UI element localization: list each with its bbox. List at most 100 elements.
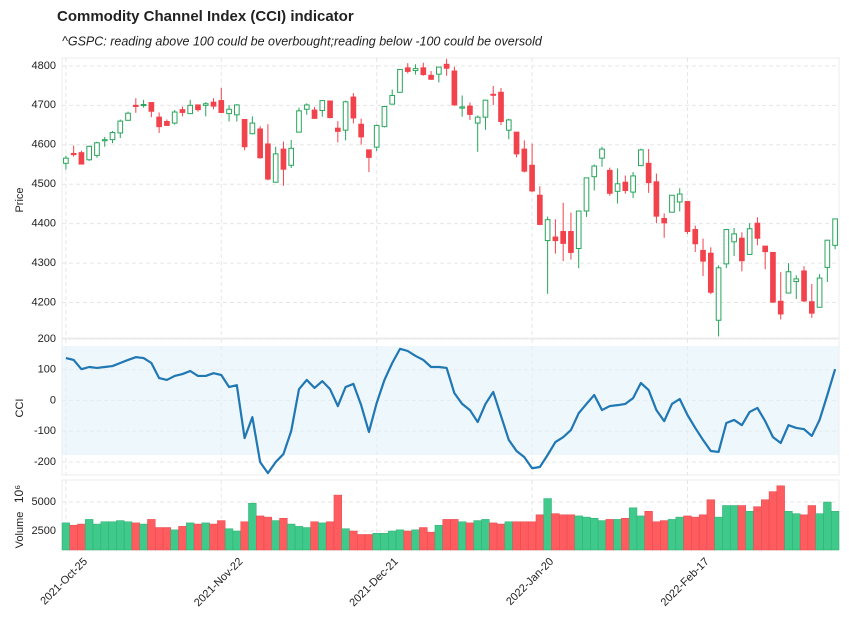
volume-bar <box>776 485 785 551</box>
volume-bar <box>380 533 389 551</box>
volume-bar <box>131 522 140 551</box>
candle-body <box>622 181 629 192</box>
volume-bar <box>621 517 630 551</box>
volume-bar <box>341 528 350 551</box>
candle-body <box>801 270 807 302</box>
volume-bar <box>248 502 257 551</box>
candle-body <box>303 104 310 110</box>
volume-bar <box>240 521 249 551</box>
volume-bar <box>628 507 638 551</box>
volume-bar <box>209 523 218 551</box>
candle-body <box>420 67 427 76</box>
candle-body <box>505 119 512 131</box>
volume-bar <box>279 517 288 551</box>
candle-body <box>319 100 326 111</box>
volume-bar <box>100 521 109 551</box>
candle-body <box>366 149 372 158</box>
volume-bar <box>613 519 622 551</box>
volume-bar <box>325 521 335 551</box>
volume-bar <box>745 511 754 551</box>
volume-bar <box>473 520 482 551</box>
volume-bar <box>799 514 809 551</box>
candle-body <box>754 222 761 239</box>
volume-bar <box>388 530 397 551</box>
volume-bar <box>566 514 576 551</box>
candle-body <box>86 145 93 161</box>
candle-body <box>311 109 318 119</box>
candle-body <box>808 301 815 314</box>
volume-bar <box>92 523 102 551</box>
x-tick-label: 2021-Nov-22 <box>192 556 245 609</box>
volume-bar <box>186 522 195 551</box>
volume-bar <box>823 501 832 551</box>
volume-bar <box>753 506 762 551</box>
candle-body <box>537 194 543 225</box>
candle-body <box>412 68 419 72</box>
candle-body <box>389 94 396 105</box>
volume-bar <box>465 522 475 551</box>
volume-bar <box>442 519 451 551</box>
y-tick-label: 4500 <box>32 178 56 190</box>
volume-bar <box>434 524 443 551</box>
candle-body <box>296 110 302 133</box>
volume-bar <box>411 529 420 551</box>
candle-body <box>132 104 139 108</box>
volume-bar <box>481 519 490 551</box>
volume-bar <box>139 523 148 551</box>
candle-body <box>614 183 621 192</box>
volume-bar <box>605 519 614 551</box>
volume-bar <box>302 527 311 551</box>
volume-bar <box>597 520 607 551</box>
volume-bar <box>372 533 381 551</box>
candle-body <box>373 124 380 148</box>
candle-body <box>552 236 559 242</box>
candle-body <box>529 164 535 192</box>
volume-bar <box>698 514 708 551</box>
x-tick-label: 2022-Jan-20 <box>504 556 556 608</box>
candle-body <box>591 165 598 178</box>
volume-bar <box>559 514 568 551</box>
chart-subtitle: ^GSPC: reading above 100 could be overbo… <box>62 34 543 48</box>
chart-title: Commodity Channel Index (CCI) indicator <box>57 8 354 25</box>
candle-body <box>490 93 497 96</box>
candle-body <box>700 249 706 262</box>
candle-body <box>179 109 186 113</box>
candle-body <box>707 252 714 293</box>
candle-body <box>233 104 240 116</box>
candle-body <box>459 106 465 109</box>
volume-bar <box>162 527 172 551</box>
volume-bar <box>61 522 71 551</box>
y-axis-label: CCI <box>14 399 26 418</box>
volume-bar <box>178 526 187 551</box>
volume-bar <box>792 513 801 551</box>
candle-body <box>482 99 489 118</box>
volume-bar <box>761 499 770 551</box>
candle-body <box>249 122 256 135</box>
candle-body <box>265 143 271 180</box>
y-tick-label: -200 <box>34 456 56 468</box>
y-axis-offset-label: 10⁶ <box>12 485 26 503</box>
volume-bar <box>582 516 591 551</box>
candle-body <box>606 169 613 194</box>
candle-body <box>78 152 85 165</box>
volume-bar <box>232 530 241 551</box>
volume-bar <box>357 534 366 551</box>
volume-bar <box>294 526 304 551</box>
candle-body <box>731 233 737 243</box>
volume-bar <box>784 511 793 551</box>
volume-bar <box>807 505 816 551</box>
volume-bar <box>147 519 156 551</box>
candle-body <box>350 96 357 119</box>
cci-line <box>65 347 837 475</box>
volume-bar <box>691 516 700 551</box>
y-axis-label: Price <box>14 187 26 212</box>
candle-body <box>241 119 248 148</box>
candle-body <box>397 68 403 93</box>
volume-bar <box>574 515 583 551</box>
x-tick-label: 2021-Dec-21 <box>347 556 400 609</box>
candle-body <box>770 251 776 303</box>
candle-body <box>202 103 209 106</box>
volume-bar <box>815 513 824 551</box>
candle-body <box>428 74 434 80</box>
y-tick-label: 0 <box>50 394 56 406</box>
